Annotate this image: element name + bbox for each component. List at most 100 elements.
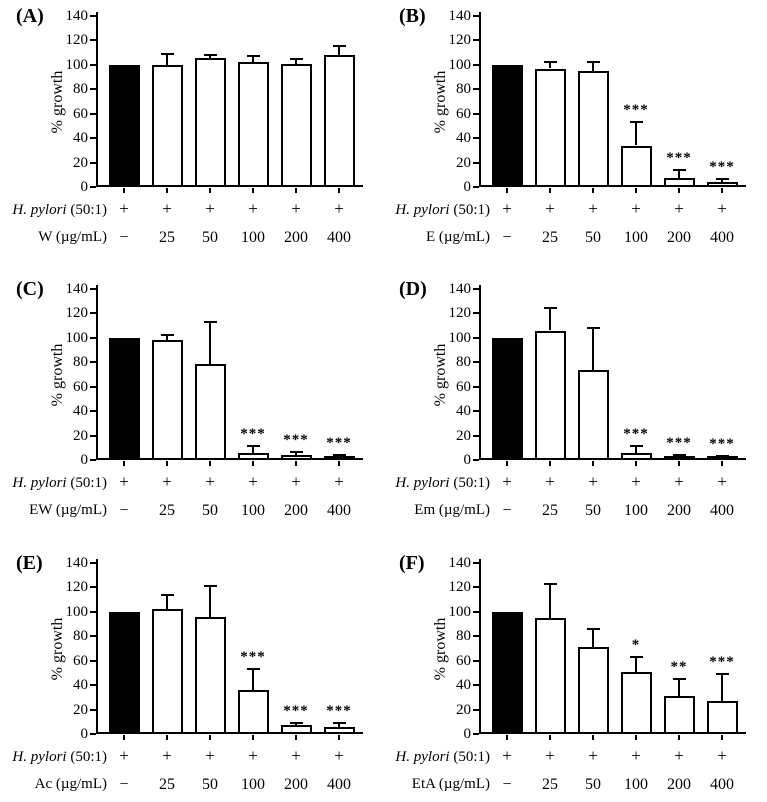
dose-label: 200 [284,502,308,519]
x-axis-line [96,184,363,187]
y-tick-label: 100 [448,603,472,620]
y-tick-label: 60 [456,652,471,669]
y-axis-label: % growth [432,70,449,133]
h-pylori-name-italic: H. pylori [12,202,67,218]
dose-label: 400 [710,776,734,793]
plus-sign: + [502,472,512,491]
panel-E: (E) 0 20 40 60 80 100 120 140 *** *** *** % growth H.… [0,534,384,802]
error-bar-stem [549,307,551,331]
plus-sign: + [674,199,684,218]
error-bar-cap [672,453,686,456]
dose-label: − [119,502,129,519]
h-pylori-ratio: (50:1) [66,475,107,491]
y-tick-label: 60 [456,378,471,395]
y-tick [473,161,479,164]
plus-sign: + [545,472,555,491]
x-tick [209,735,211,740]
plus-sign: + [717,746,727,765]
x-tick [209,461,211,466]
y-tick-label: 80 [73,354,88,371]
dose-label: 200 [284,229,308,246]
y-tick [90,186,96,188]
plus-sign: + [119,746,129,765]
panel-inner: (A) 0 20 40 60 80 100 120 140 % growth H. pylori (… [0,0,384,255]
y-tick [90,684,96,687]
x-tick [592,188,594,193]
dose-label: 25 [159,776,175,793]
panel-letter: (A) [16,5,44,27]
h-pylori-ratio: (50:1) [66,749,107,765]
x-tick [338,735,340,740]
y-tick [90,434,96,437]
y-tick [90,708,96,711]
panel-letter: (B) [399,5,426,27]
y-tick-label: 100 [65,329,89,346]
bar [534,68,566,187]
plus-sign: + [248,472,258,491]
y-tick [473,586,479,589]
bar [491,64,523,187]
x-tick [252,735,254,740]
y-tick [473,137,479,140]
dose-label: − [119,776,129,793]
y-tick-label: 80 [73,628,88,645]
error-bar-cap [629,655,643,658]
significance-label: *** [240,649,266,665]
y-tick-label: 60 [73,652,88,669]
x-tick [549,188,551,193]
y-tick-label: 0 [463,452,472,468]
error-bar-stem [166,593,168,610]
error-bar-cap [543,61,557,64]
h-pylori-ratio: (50:1) [66,202,107,218]
error-bar-cap [289,451,303,454]
plus-sign: + [334,199,344,218]
error-bar-cap [246,445,260,448]
error-bar-stem [549,582,551,618]
y-tick-label: 140 [65,8,89,24]
error-bar-cap [715,455,729,458]
y-axis-line [479,559,481,734]
dose-label: 50 [585,502,601,519]
y-tick [473,459,479,461]
error-bar-cap [715,672,729,675]
bar [323,55,355,187]
error-bar-cap [332,721,346,724]
y-tick [90,610,96,613]
y-tick-label: 0 [80,726,89,742]
plus-sign: + [674,746,684,765]
plus-sign: + [334,746,344,765]
y-tick [90,361,96,364]
treatment-row-label: E (µg/mL) [425,229,490,245]
y-tick-label: 140 [448,555,472,571]
y-tick-label: 140 [448,281,472,297]
bar [577,71,609,187]
bar [194,57,226,187]
plus-sign: + [588,199,598,218]
error-bar-cap [160,52,174,55]
y-tick [473,361,479,364]
plus-sign: + [502,746,512,765]
y-tick [473,610,479,613]
panel-inner: (C) 0 20 40 60 80 100 120 140 *** *** *** % growth H.… [0,273,384,528]
dose-label: 400 [710,229,734,246]
bar [491,337,523,460]
error-bar-cap [586,61,600,64]
plot-area: 0 20 40 60 80 100 120 140 *** *** *** [66,555,363,742]
y-tick [90,733,96,735]
x-tick [592,461,594,466]
dose-label: 100 [624,229,648,246]
y-axis-label: % growth [432,343,449,406]
y-tick-label: 120 [448,305,472,322]
y-tick-label: 20 [73,154,88,171]
dose-label: − [502,776,512,793]
y-tick [473,635,479,638]
y-tick-label: 100 [448,56,472,73]
dose-label: 200 [667,502,691,519]
bar [620,145,652,187]
error-bar-stem [252,668,254,690]
h-pylori-name-italic: H. pylori [395,202,450,218]
error-bar-stem [592,61,594,71]
bar [194,363,226,460]
bar [491,611,523,734]
y-tick [90,112,96,115]
